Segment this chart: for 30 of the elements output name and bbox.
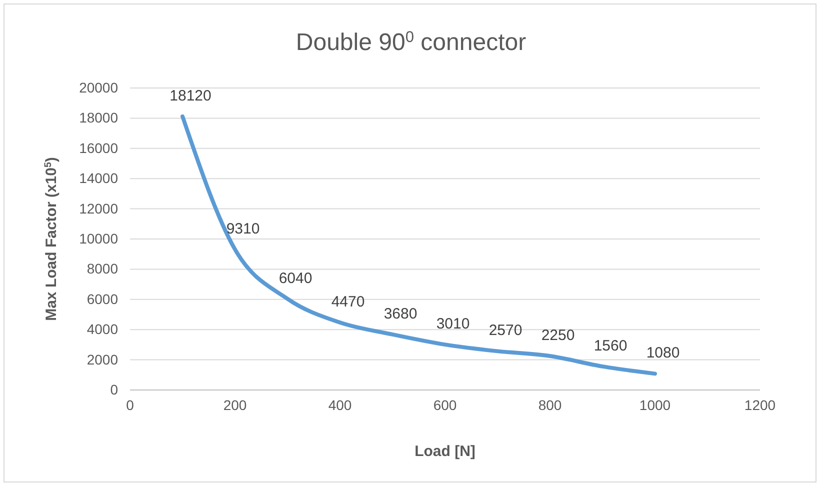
y-tick-label: 0 (110, 381, 118, 398)
x-axis-title: Load [N] (414, 443, 476, 460)
x-tick-label: 1000 (639, 396, 671, 413)
y-tick-label: 18000 (79, 110, 118, 126)
y-tick-label: 2000 (86, 351, 118, 368)
y-tick-label: 4000 (86, 321, 118, 338)
data-label: 1560 (594, 337, 628, 354)
x-tick-label: 800 (538, 396, 562, 413)
y-tick-label: 6000 (86, 290, 118, 307)
x-tick-label: 400 (328, 396, 352, 413)
y-tick-label: 16000 (79, 140, 118, 156)
chart-title: Double 90$^{0}$ connector (296, 28, 526, 56)
y-tick-label: 8000 (86, 260, 118, 277)
data-label: 3680 (384, 305, 418, 322)
x-tick-label: 200 (223, 396, 247, 413)
x-tick-label: 1200 (744, 396, 776, 413)
y-tick-label: 10000 (79, 230, 118, 246)
data-label: 3010 (436, 316, 470, 333)
data-label: 18120 (170, 87, 212, 104)
x-tick-label: 0 (126, 396, 134, 413)
data-label: 6040 (278, 270, 312, 287)
data-label: 9310 (226, 220, 260, 238)
data-label: 4470 (331, 294, 365, 311)
x-tick-label: 600 (433, 396, 457, 413)
y-tick-label: 14000 (79, 170, 118, 186)
y-tick-label: 20000 (79, 79, 118, 96)
data-label: 2570 (488, 322, 522, 340)
data-label: 2250 (541, 327, 575, 344)
data-label: 1080 (646, 344, 680, 362)
y-tick-label: 12000 (79, 200, 118, 216)
